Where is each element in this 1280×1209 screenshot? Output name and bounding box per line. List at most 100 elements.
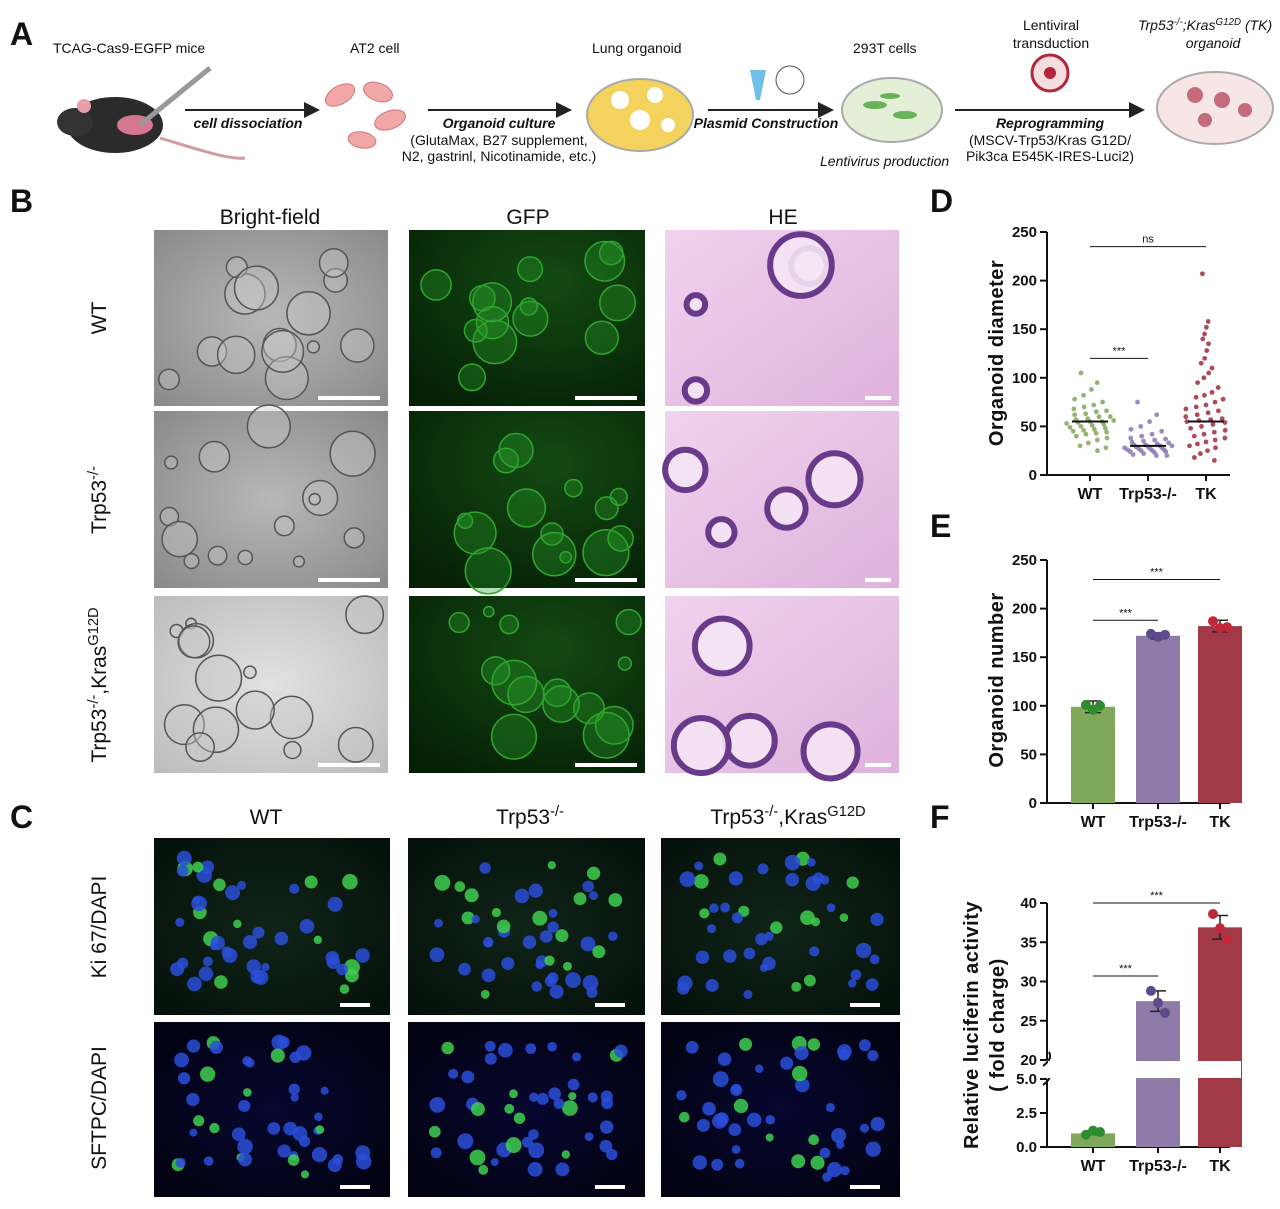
nucleus-texture	[592, 945, 606, 959]
bar	[1071, 706, 1115, 803]
nucleus-texture	[342, 873, 358, 890]
nucleus-texture	[562, 961, 572, 971]
organoid-texture	[318, 247, 349, 278]
panel-a: A TCAG-Cas9-EGFP mice AT2 cell Lung orga…	[10, 16, 1274, 169]
nucleus-texture	[242, 934, 258, 950]
nucleus-texture	[480, 989, 490, 999]
organoid-texture	[343, 527, 365, 549]
nucleus-texture	[733, 1098, 749, 1114]
step-label: transduction	[1013, 35, 1089, 51]
data-point	[1203, 402, 1209, 408]
superscript: G12D	[827, 804, 865, 820]
data-point	[1202, 355, 1208, 361]
nucleus-texture	[243, 1088, 252, 1097]
nucleus-texture	[743, 989, 753, 999]
nucleus-texture	[300, 1170, 309, 1179]
organoid-texture	[662, 446, 709, 494]
nucleus-texture	[434, 918, 443, 928]
text-part: Trp53	[88, 709, 111, 763]
data-point	[1135, 399, 1140, 405]
organoid-texture	[506, 488, 547, 528]
nucleus-texture	[608, 931, 618, 942]
nucleus-texture	[810, 917, 820, 927]
data-point	[1210, 422, 1216, 427]
nucleus-texture	[504, 1103, 515, 1114]
organoid-texture	[499, 614, 520, 635]
nucleus-texture	[791, 981, 802, 992]
nucleus-texture	[522, 1136, 534, 1148]
organoid-texture	[177, 625, 211, 659]
nucleus-texture	[677, 982, 690, 995]
nucleus-texture	[855, 942, 872, 959]
nucleus-texture	[746, 1112, 762, 1128]
organoid-texture	[339, 328, 375, 363]
nucleus-texture	[277, 1144, 291, 1158]
data-point	[1200, 336, 1206, 342]
data-point	[1154, 412, 1160, 418]
data-point	[1141, 438, 1146, 444]
nucleus-texture	[679, 1111, 690, 1123]
nucleus-texture	[461, 911, 475, 925]
micrograph	[154, 230, 388, 406]
nucleus-texture	[313, 935, 322, 945]
organoid-texture	[246, 404, 291, 449]
nucleus-texture	[565, 972, 581, 988]
nucleus-texture	[547, 1041, 557, 1052]
nucleus-texture	[469, 1149, 486, 1166]
column-header: HE	[768, 206, 797, 229]
nucleus-texture	[176, 864, 189, 877]
nucleus-texture	[865, 1141, 881, 1157]
data-point	[1202, 392, 1207, 398]
data-point	[1216, 408, 1221, 414]
data-point	[1183, 406, 1189, 412]
nucleus-texture	[553, 1098, 565, 1110]
data-point	[1073, 433, 1079, 439]
text-part: Trp53	[710, 806, 764, 829]
y-tick-label: 0	[1029, 467, 1037, 484]
nucleus-texture	[528, 1129, 539, 1140]
organoid-texture	[617, 656, 633, 671]
y-tick-label: 150	[1012, 649, 1037, 666]
nucleus-texture	[809, 946, 820, 957]
organoid-texture	[243, 665, 257, 680]
data-point	[1206, 341, 1211, 347]
organoid-texture	[292, 555, 306, 568]
nucleus-texture	[739, 1037, 753, 1051]
nucleus-texture	[484, 939, 493, 948]
data-point	[1191, 455, 1197, 460]
data-point	[1197, 451, 1203, 457]
organoid-texture	[490, 713, 538, 760]
data-point	[1093, 430, 1099, 436]
nucleus-texture	[283, 1121, 298, 1136]
data-point	[1201, 431, 1207, 437]
nucleus-texture	[327, 896, 343, 912]
data-point	[1212, 458, 1217, 463]
organoid-texture	[329, 430, 376, 477]
arrow-label: Lentivirus production	[820, 153, 949, 169]
micrograph	[409, 230, 645, 406]
arrow-label: Reprogramming	[996, 115, 1105, 131]
nucleus-texture	[867, 1050, 879, 1062]
organoid-texture	[283, 740, 302, 760]
nucleus-texture	[571, 1052, 582, 1062]
nucleus-texture	[728, 1123, 742, 1137]
nucleus-texture	[679, 871, 696, 887]
organoid-texture	[337, 726, 374, 763]
organoid-texture	[594, 705, 634, 745]
column-header: Trp53-/-,KrasG12D	[710, 804, 865, 829]
data-point	[1141, 451, 1147, 457]
x-tick-label: WT	[1081, 1158, 1106, 1175]
nucleus-texture	[527, 1161, 543, 1177]
nucleus-texture	[743, 947, 756, 960]
nucleus-texture	[200, 860, 215, 874]
x-tick-label: WT	[1081, 814, 1106, 831]
organoid-texture	[767, 231, 835, 299]
data-point	[1160, 629, 1170, 640]
nucleus-texture	[717, 1052, 732, 1066]
nucleus-texture	[831, 1128, 847, 1144]
x-tick-label: TK	[1209, 814, 1231, 831]
data-point	[1166, 440, 1172, 446]
micrograph	[154, 411, 388, 588]
nucleus-texture	[457, 1133, 474, 1150]
nucleus-texture	[695, 950, 710, 964]
